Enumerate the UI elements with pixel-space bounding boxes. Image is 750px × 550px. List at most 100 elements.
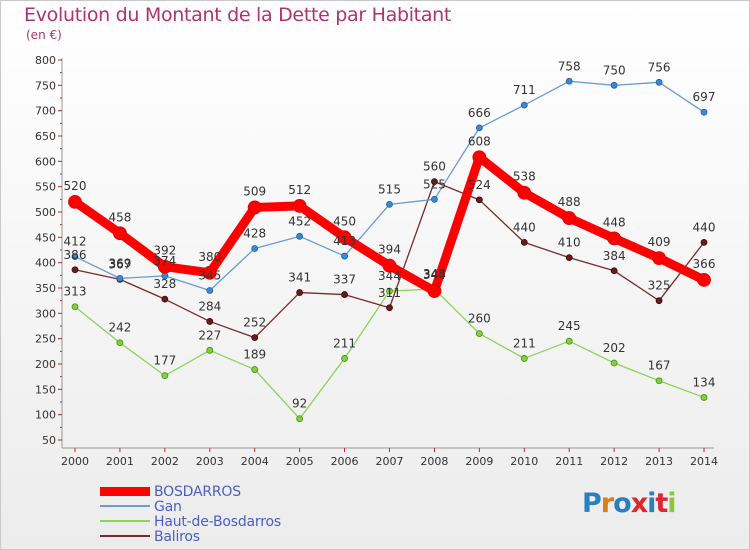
y-tick-label: 750 <box>35 79 56 92</box>
x-tick-label: 2001 <box>106 455 134 468</box>
data-label: 245 <box>558 319 581 333</box>
data-point <box>520 355 528 362</box>
data-point <box>337 230 352 245</box>
data-point <box>655 297 663 305</box>
y-tick-label: 800 <box>35 54 56 67</box>
data-point <box>68 194 82 209</box>
data-point <box>475 196 483 204</box>
data-label: 412 <box>64 235 87 249</box>
data-point <box>475 124 483 132</box>
data-point <box>475 330 483 338</box>
data-label: 344 <box>423 268 446 282</box>
y-tick-label: 100 <box>35 409 56 422</box>
y-tick-label: 500 <box>35 206 56 219</box>
data-point <box>341 252 348 260</box>
y-tick-label: 450 <box>35 231 56 244</box>
data-label: 325 <box>648 279 671 293</box>
data-label: 348 <box>423 267 446 281</box>
data-point <box>206 346 214 354</box>
data-label: 380 <box>198 250 221 264</box>
y-tick-label: 300 <box>35 307 56 320</box>
data-point <box>610 81 618 89</box>
data-point <box>386 287 393 295</box>
x-tick-label: 2009 <box>465 455 493 468</box>
data-label: 260 <box>468 312 491 326</box>
logo-letter: x <box>630 488 648 519</box>
data-point <box>427 284 442 298</box>
x-tick-label: 2011 <box>555 455 583 468</box>
data-point <box>610 359 618 367</box>
x-tick-label: 2003 <box>196 455 224 468</box>
data-label: 392 <box>153 244 176 258</box>
data-label: 386 <box>64 248 87 262</box>
data-label: 410 <box>558 236 581 250</box>
data-point <box>700 238 708 246</box>
data-point <box>247 200 262 215</box>
legend-label: Baliros <box>154 529 200 545</box>
y-tick-label: 250 <box>35 333 56 346</box>
data-label: 345 <box>198 269 221 283</box>
data-point <box>116 274 124 282</box>
data-label: 227 <box>198 328 221 342</box>
data-point <box>472 150 487 165</box>
data-point <box>565 77 573 85</box>
data-point <box>700 394 708 401</box>
data-label: 512 <box>288 183 311 197</box>
data-label: 448 <box>603 215 626 229</box>
data-label: 413 <box>333 234 356 248</box>
data-label: 756 <box>648 60 671 74</box>
y-tick-label: 400 <box>35 257 56 270</box>
logo-letter: t <box>655 488 668 519</box>
data-point <box>296 289 304 296</box>
legend-swatch <box>100 505 150 507</box>
data-point <box>697 272 711 287</box>
x-tick-label: 2008 <box>420 455 448 468</box>
data-point <box>206 318 214 325</box>
data-point <box>565 337 573 345</box>
data-label: 697 <box>693 90 716 104</box>
data-label: 711 <box>513 83 536 97</box>
data-point <box>655 377 663 385</box>
logo-letter: i <box>667 488 676 519</box>
data-point <box>251 366 259 373</box>
data-label: 366 <box>693 257 716 271</box>
legend-label: Haut-de-Bosdarros <box>154 514 281 530</box>
proxiti-logo: Proxiti <box>582 488 677 519</box>
data-label: 440 <box>513 220 536 234</box>
data-label: 92 <box>292 397 307 411</box>
x-tick-label: 2002 <box>151 455 179 468</box>
data-label: 750 <box>603 63 626 77</box>
data-label: 252 <box>243 316 266 330</box>
data-point <box>520 101 528 109</box>
data-label: 313 <box>64 285 87 299</box>
x-tick-label: 2000 <box>61 455 89 468</box>
data-point <box>520 238 528 246</box>
data-label: 211 <box>333 336 356 350</box>
data-label: 520 <box>64 179 87 193</box>
data-label: 608 <box>468 134 491 148</box>
legend-label: Gan <box>154 499 182 515</box>
data-point <box>202 265 217 280</box>
logo-letter: P <box>582 488 602 519</box>
data-label: 211 <box>513 336 536 350</box>
y-tick-label: 50 <box>42 434 56 447</box>
x-tick-label: 2005 <box>286 455 314 468</box>
data-label: 328 <box>153 277 176 291</box>
legend-label: BOSDARROS <box>154 484 241 500</box>
data-label: 374 <box>153 254 176 268</box>
data-point <box>251 245 259 252</box>
data-point <box>655 78 663 86</box>
data-label: 344 <box>378 269 401 283</box>
y-tick-label: 350 <box>35 282 56 295</box>
data-point <box>341 291 348 298</box>
data-point <box>431 178 438 186</box>
data-point <box>157 259 172 274</box>
data-label: 409 <box>648 235 671 249</box>
data-label: 384 <box>603 249 626 263</box>
data-label: 341 <box>288 271 311 285</box>
data-label: 177 <box>153 354 176 368</box>
x-tick-label: 2012 <box>600 455 628 468</box>
data-label: 452 <box>288 214 311 228</box>
data-point <box>71 253 79 260</box>
